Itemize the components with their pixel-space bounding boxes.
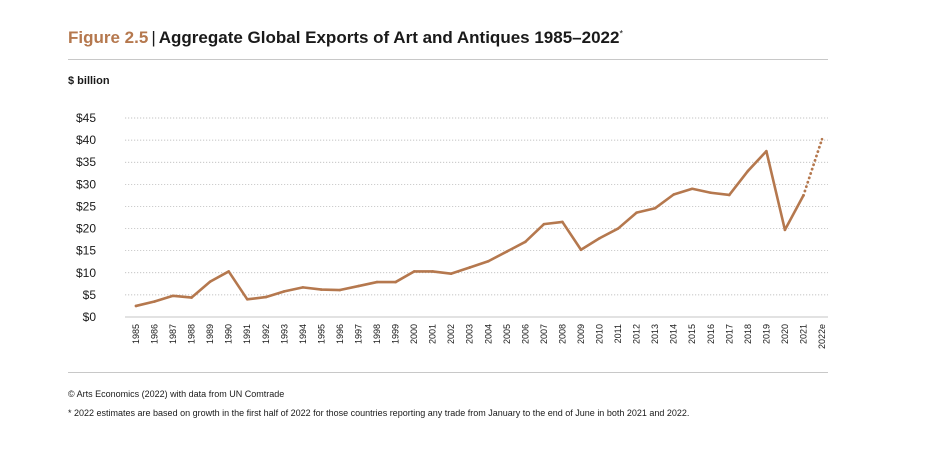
y-tick-label: $45 — [76, 111, 96, 125]
x-tick-label: 2021 — [798, 324, 808, 344]
data-point — [431, 270, 434, 273]
x-tick-label: 2005 — [502, 324, 512, 344]
y-tick-label: $10 — [76, 266, 96, 280]
data-point — [153, 300, 156, 303]
figure-title-row: Figure 2.5 | Aggregate Global Exports of A… — [68, 28, 623, 48]
data-point — [338, 288, 342, 292]
y-tick-label: $20 — [76, 222, 96, 236]
x-tick-label: 2000 — [409, 324, 419, 344]
x-tick-label: 2014 — [669, 324, 679, 344]
data-point — [301, 286, 305, 289]
y-tick-label: $30 — [76, 177, 96, 191]
source-note: © Arts Economics (2022) with data from U… — [68, 389, 285, 399]
unit-label: $ billion — [68, 75, 110, 87]
data-point — [505, 250, 509, 253]
x-tick-label: 1990 — [224, 324, 234, 344]
data-point — [765, 149, 768, 153]
y-tick-label: $25 — [76, 199, 96, 213]
x-tick-label: 2019 — [761, 324, 771, 344]
x-tick-label: 2017 — [724, 324, 734, 344]
x-tick-label: 2008 — [557, 324, 567, 344]
data-point — [746, 169, 750, 173]
data-point — [561, 220, 564, 224]
series-estimate-line — [802, 137, 824, 197]
x-tick-label: 2022e — [817, 324, 827, 349]
data-point — [190, 296, 193, 299]
data-point — [412, 270, 416, 273]
data-point — [171, 294, 175, 298]
data-point — [653, 206, 657, 210]
data-point — [375, 280, 379, 284]
data-point — [227, 270, 231, 273]
x-tick-label: 1996 — [335, 324, 345, 344]
figure-label: Figure 2.5 — [68, 28, 149, 47]
top-rule — [68, 59, 828, 60]
x-tick-label: 2018 — [743, 324, 753, 344]
x-tick-label: 2015 — [687, 324, 697, 344]
x-tick-label: 2006 — [520, 324, 530, 344]
x-tick-label: 1987 — [168, 324, 178, 344]
x-tick-label: 1997 — [353, 324, 363, 344]
x-tick-label: 2002 — [446, 324, 456, 344]
x-tick-label: 1998 — [372, 324, 382, 344]
data-point — [598, 236, 601, 240]
x-tick-label: 2007 — [539, 324, 549, 344]
x-tick-label: 1994 — [298, 324, 308, 344]
data-point — [690, 187, 694, 191]
data-point — [542, 222, 546, 226]
x-tick-label: 2012 — [632, 324, 642, 344]
x-tick-label: 1999 — [391, 324, 401, 344]
y-tick-label: $5 — [83, 288, 97, 302]
bottom-rule — [68, 372, 828, 373]
y-tick-label: $0 — [83, 310, 97, 324]
data-point — [820, 137, 824, 141]
data-point — [672, 193, 675, 196]
y-tick-label: $35 — [76, 155, 96, 169]
x-tick-label: 1986 — [150, 324, 160, 344]
x-tick-label: 1993 — [279, 324, 289, 344]
data-point — [394, 280, 397, 284]
data-point — [283, 290, 286, 293]
x-tick-label: 2001 — [428, 324, 438, 344]
x-tick-label: 1995 — [316, 324, 326, 344]
x-tick-label: 2003 — [465, 324, 475, 344]
line-chart: $0 $5 $10 $15 $20 $25 $30 $35 $40 $45 1985 1986 1987… — [76, 111, 828, 349]
data-point — [635, 211, 638, 214]
figure-separator: | — [151, 28, 156, 47]
data-point — [579, 248, 583, 252]
data-point — [320, 288, 323, 291]
x-tick-label: 2004 — [483, 324, 493, 344]
x-tick-label: 2020 — [780, 324, 790, 344]
data-point — [709, 191, 713, 195]
x-tick-label: 1989 — [205, 324, 215, 344]
data-point — [616, 227, 620, 230]
x-tick-label: 1992 — [261, 324, 271, 344]
x-tick-label: 1988 — [187, 324, 197, 344]
x-tick-label: 1991 — [242, 324, 252, 344]
y-tick-label: $40 — [76, 133, 96, 147]
data-point — [524, 240, 527, 244]
y-tick-label: $15 — [76, 244, 96, 258]
data-point — [245, 298, 249, 301]
x-tick-label: 2013 — [650, 324, 660, 344]
data-point — [468, 266, 472, 269]
figure-title-marker: * — [619, 28, 623, 39]
x-tick-label: 1985 — [131, 324, 141, 344]
x-tick-label: 2009 — [576, 324, 586, 344]
x-tick-label: 2011 — [613, 324, 623, 343]
data-point — [208, 280, 212, 283]
estimate-footnote: * 2022 estimates are based on growth in … — [68, 408, 690, 418]
figure-title: Aggregate Global Exports of Art and Anti… — [158, 28, 620, 47]
data-point — [727, 193, 731, 197]
data-point — [134, 304, 138, 308]
data-point — [802, 194, 805, 197]
data-point — [486, 259, 490, 263]
x-tick-label: 2016 — [706, 324, 716, 344]
data-point — [449, 272, 453, 275]
data-point — [357, 284, 360, 288]
data-point — [783, 228, 787, 232]
x-tick-label: 2010 — [595, 324, 605, 344]
data-point — [264, 295, 268, 299]
